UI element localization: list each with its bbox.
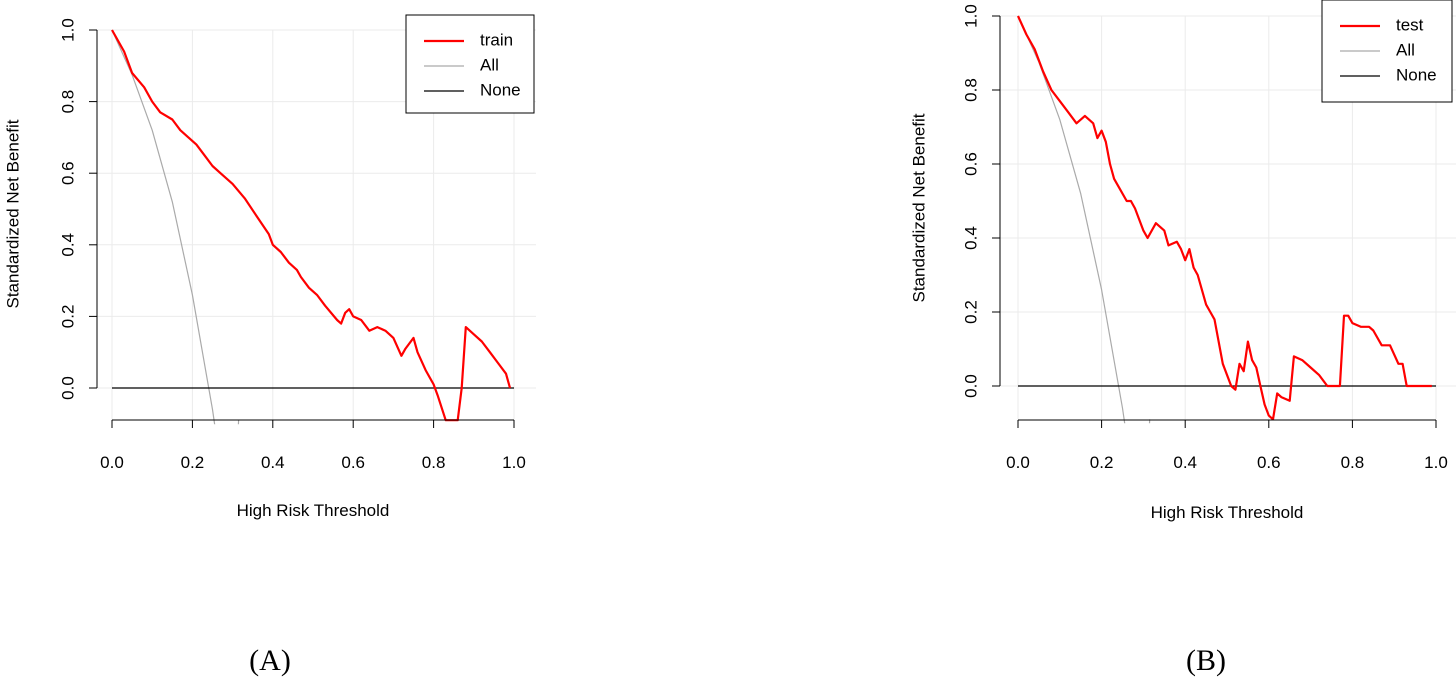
x-tick-label: 0.0 bbox=[100, 453, 124, 472]
panel-label: (A) bbox=[249, 644, 291, 677]
x-tick-label: 0.4 bbox=[1173, 453, 1197, 472]
x-tick-label: 0.8 bbox=[1341, 453, 1365, 472]
y-axis: 0.0 0.2 0.4 0.6 0.8 1.0 bbox=[58, 18, 98, 400]
y-tick-label: 1.0 bbox=[961, 4, 980, 28]
x-axis: 0.0 0.2 0.4 0.6 0.8 1.0 bbox=[100, 419, 526, 472]
series-group bbox=[1016, 15, 1436, 424]
x-tick-label: 0.0 bbox=[1006, 453, 1030, 472]
x-tick-label: 0.2 bbox=[181, 453, 205, 472]
x-tick-label: 0.4 bbox=[261, 453, 285, 472]
series-line-test bbox=[1016, 15, 1432, 421]
legend-label-train: train bbox=[480, 30, 513, 49]
x-tick-label: 0.8 bbox=[422, 453, 446, 472]
x-axis-title: High Risk Threshold bbox=[237, 501, 390, 520]
x-axis: 0.0 0.2 0.4 0.6 0.8 1.0 bbox=[1006, 419, 1448, 472]
panel-label: (B) bbox=[1186, 644, 1226, 677]
legend-box bbox=[405, 14, 535, 114]
y-tick-label: 1.0 bbox=[58, 18, 77, 42]
y-axis-title: Standardized Net Benefit bbox=[909, 113, 928, 302]
legend-label-all: All bbox=[1396, 40, 1415, 59]
panel-a: 0.0 0.2 0.4 0.6 0.8 1.0 0.0 0.2 0.4 0.6 0.8 1.0 High… bbox=[3, 14, 536, 677]
legend-label-none: None bbox=[1396, 65, 1437, 84]
y-tick-label: 0.8 bbox=[58, 90, 77, 114]
legend: train All None bbox=[405, 14, 535, 114]
y-tick-label: 0.8 bbox=[961, 78, 980, 102]
legend-label-test: test bbox=[1396, 15, 1424, 34]
y-axis: 0.0 0.2 0.4 0.6 0.8 1.0 bbox=[961, 4, 1001, 398]
legend: test All None bbox=[1321, 0, 1453, 103]
x-tick-label: 0.6 bbox=[1257, 453, 1281, 472]
x-tick-label: 1.0 bbox=[1424, 453, 1448, 472]
legend-label-all: All bbox=[480, 55, 499, 74]
panel-b: 0.0 0.2 0.4 0.6 0.8 1.0 0.0 0.2 0.4 0.6 0.8 1.0 High… bbox=[909, 0, 1456, 677]
x-axis-title: High Risk Threshold bbox=[1151, 503, 1304, 522]
series-line-all bbox=[1017, 15, 1151, 424]
series-line-all bbox=[111, 29, 240, 425]
y-tick-label: 0.6 bbox=[961, 152, 980, 176]
y-axis-title: Standardized Net Benefit bbox=[3, 119, 22, 308]
y-tick-label: 0.2 bbox=[961, 300, 980, 324]
legend-label-none: None bbox=[480, 80, 521, 99]
y-tick-label: 0.2 bbox=[58, 305, 77, 329]
x-tick-label: 1.0 bbox=[502, 453, 526, 472]
y-tick-label: 0.4 bbox=[961, 226, 980, 250]
y-tick-label: 0.4 bbox=[58, 233, 77, 257]
y-tick-label: 0.6 bbox=[58, 161, 77, 185]
x-tick-label: 0.6 bbox=[341, 453, 365, 472]
x-tick-label: 0.2 bbox=[1090, 453, 1114, 472]
y-tick-label: 0.0 bbox=[961, 374, 980, 398]
y-tick-label: 0.0 bbox=[58, 376, 77, 400]
